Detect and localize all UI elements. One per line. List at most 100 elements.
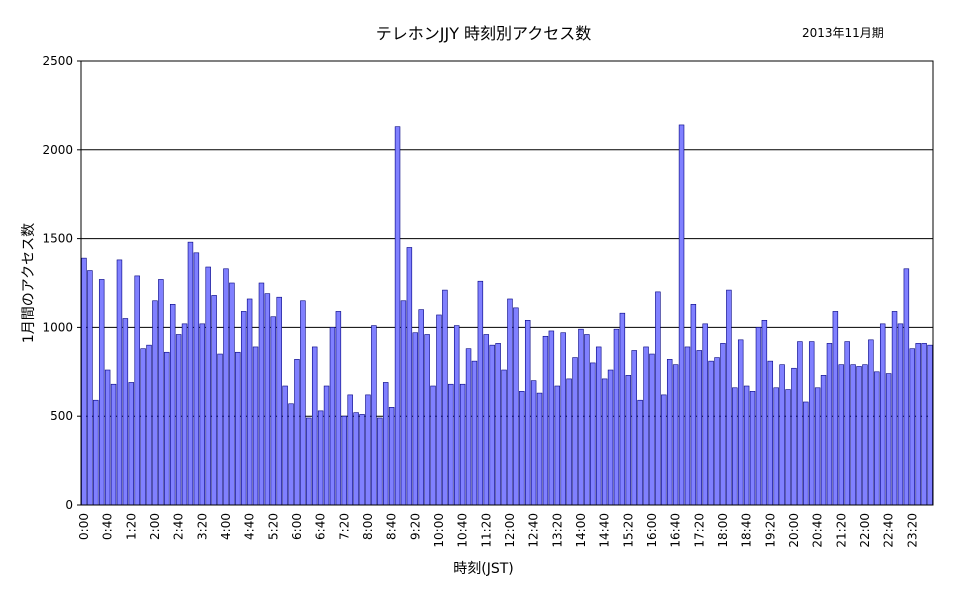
x-tick-label: 12:00	[503, 513, 517, 548]
x-tick-label: 16:00	[645, 513, 659, 548]
bar	[365, 394, 371, 506]
y-tick-label: 2000	[42, 143, 73, 157]
bar	[128, 382, 135, 506]
bar	[371, 325, 377, 506]
bar	[418, 309, 424, 506]
bar	[175, 334, 182, 506]
bar	[489, 344, 495, 506]
x-tick-label: 9:20	[408, 513, 422, 540]
bar	[536, 392, 543, 506]
bar	[412, 332, 419, 506]
bar	[826, 343, 833, 506]
bar	[714, 357, 720, 506]
x-tick-label: 21:20	[834, 513, 848, 548]
x-tick-label: 8:00	[361, 513, 375, 540]
bar	[388, 407, 395, 506]
bar	[146, 344, 152, 506]
bar	[661, 394, 667, 506]
bar	[311, 346, 318, 506]
bar	[749, 391, 756, 506]
bar	[862, 364, 868, 506]
x-tick-label: 17:20	[692, 513, 706, 548]
x-tick-label: 22:40	[882, 513, 896, 548]
bar	[755, 327, 762, 506]
bar	[448, 383, 454, 506]
bar	[903, 268, 910, 506]
bar	[524, 319, 531, 506]
bar	[353, 412, 359, 506]
bar	[347, 394, 353, 506]
bar	[394, 126, 401, 506]
bar	[921, 343, 927, 506]
bar	[560, 332, 566, 506]
bar	[507, 298, 513, 506]
bar	[140, 348, 146, 506]
x-tick-label: 10:40	[456, 513, 470, 548]
x-tick-label: 23:20	[905, 513, 919, 548]
bar	[453, 325, 460, 506]
bar	[737, 339, 744, 506]
bar	[519, 391, 525, 506]
bar	[542, 335, 549, 506]
x-tick-label: 18:40	[740, 513, 754, 548]
bar	[282, 385, 288, 506]
bar	[808, 341, 815, 506]
bar	[306, 417, 312, 506]
bar	[430, 385, 436, 506]
bar	[844, 341, 850, 506]
x-tick-label: 4:00	[219, 513, 233, 540]
bar	[684, 346, 691, 506]
bar	[690, 304, 697, 506]
bar	[169, 304, 176, 506]
y-tick-label: 0	[65, 498, 73, 512]
bar	[382, 382, 389, 506]
x-tick-label: 13:20	[550, 513, 564, 548]
chart-period: 2013年11月期	[802, 26, 884, 40]
bar	[193, 252, 200, 506]
bar	[495, 343, 501, 506]
bar	[885, 373, 892, 506]
bar	[87, 270, 93, 506]
bar	[276, 296, 282, 506]
bar	[158, 279, 164, 506]
bar	[785, 389, 791, 506]
bar	[803, 401, 809, 506]
bar	[477, 280, 484, 506]
bar	[110, 383, 117, 506]
bar	[134, 275, 140, 506]
x-tick-label: 14:00	[574, 513, 588, 548]
x-tick-label: 0:40	[101, 513, 115, 540]
bar	[294, 359, 300, 506]
bar	[891, 311, 898, 506]
bar	[584, 334, 590, 506]
bar	[211, 295, 217, 506]
bar	[595, 346, 602, 506]
bar	[442, 289, 448, 506]
bar	[554, 385, 561, 506]
bar	[471, 360, 478, 506]
bar	[240, 311, 247, 506]
y-tick-label: 1500	[42, 232, 73, 246]
bar	[791, 367, 797, 506]
bar	[927, 344, 933, 506]
bar	[323, 385, 330, 506]
x-tick-label: 2:40	[172, 513, 186, 540]
x-tick-label: 20:40	[811, 513, 825, 548]
bar	[814, 387, 821, 506]
bar	[406, 247, 413, 506]
x-tick-label: 11:20	[479, 513, 493, 548]
x-tick-label: 6:00	[290, 513, 304, 540]
bar	[187, 241, 194, 506]
x-tick-label: 0:00	[77, 513, 91, 540]
bar	[572, 357, 578, 506]
bar	[761, 319, 768, 506]
bar	[329, 327, 336, 506]
bar	[619, 312, 626, 506]
bar	[223, 268, 229, 506]
bar	[104, 369, 111, 506]
bar-series	[81, 124, 933, 506]
bar	[601, 378, 608, 506]
bar	[578, 328, 584, 506]
bar	[625, 375, 632, 506]
bar	[655, 291, 661, 506]
